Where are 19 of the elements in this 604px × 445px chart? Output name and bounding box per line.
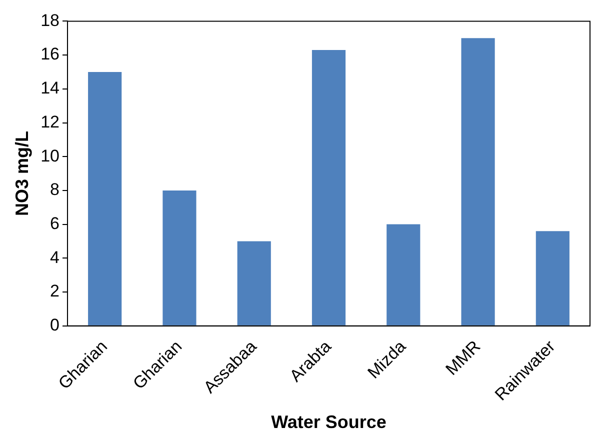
bar [536, 231, 570, 326]
y-tick-label: 10 [40, 146, 60, 166]
bar [312, 50, 346, 326]
y-tick-label: 16 [40, 44, 60, 64]
y-tick-label: 8 [50, 180, 60, 200]
y-axis-title: NO3 mg/L [12, 131, 32, 216]
y-tick-label: 2 [50, 282, 60, 301]
y-tick-label: 6 [50, 214, 60, 233]
bar [162, 190, 196, 326]
y-tick-label: 0 [50, 316, 60, 335]
bar [461, 38, 495, 326]
y-tick-label: 14 [40, 78, 60, 98]
y-tick-label: 18 [40, 10, 60, 30]
y-tick-label: 12 [40, 112, 60, 132]
bar [237, 241, 271, 326]
y-tick-label: 4 [50, 248, 60, 267]
bar [88, 72, 122, 326]
x-axis-title: Water Source [271, 412, 386, 432]
bar [386, 224, 420, 326]
